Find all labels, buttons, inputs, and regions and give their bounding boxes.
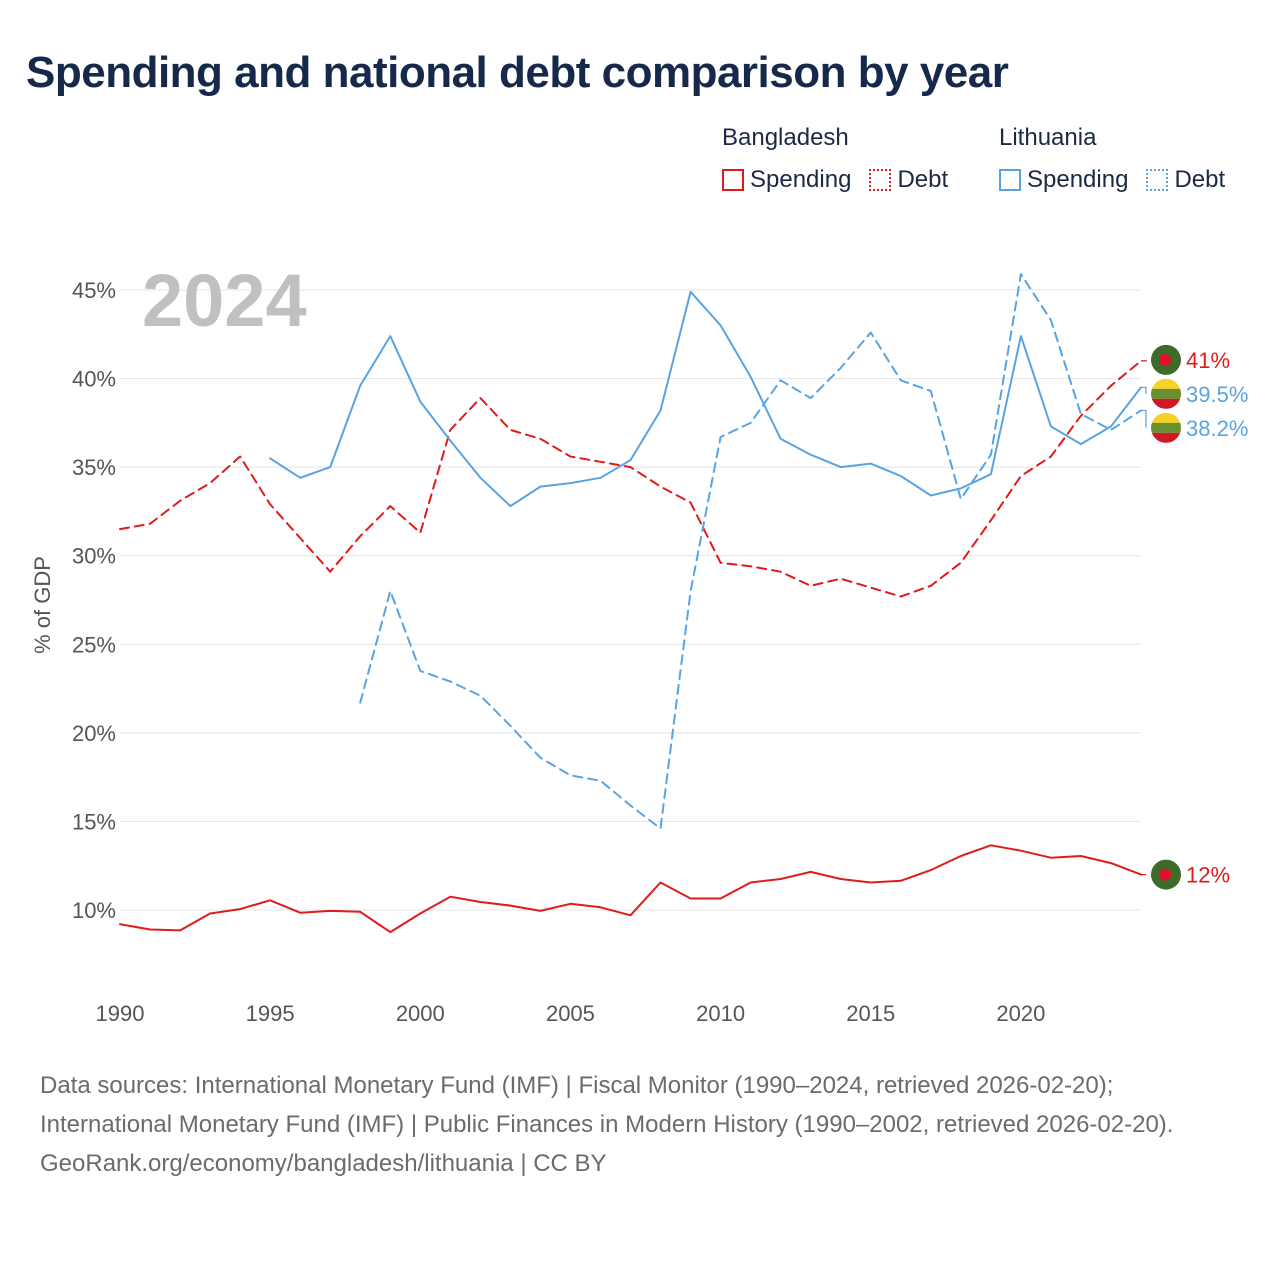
legend-country-bangladesh: Bangladesh xyxy=(722,124,849,151)
y-tick-label: 30% xyxy=(72,544,116,569)
series-line-lithuania-debt[interactable] xyxy=(359,273,1142,830)
end-value-label: 39.5% xyxy=(1186,382,1248,407)
series-layer xyxy=(119,273,1142,934)
x-tick-label: 2015 xyxy=(846,1001,895,1026)
axis-layer: 10% 15% 20% 25% 30% 35% 40% 45% 1990 1995 2000 2005… xyxy=(30,278,1045,1026)
end-value-label: 12% xyxy=(1186,863,1230,888)
legend-group-lithuania: Lithuania Spending Debt xyxy=(999,124,1243,194)
end-connector xyxy=(1141,359,1147,362)
y-axis-label: % of GDP xyxy=(30,556,55,654)
end-connector xyxy=(1141,386,1147,394)
x-tick-label: 1995 xyxy=(246,1001,295,1026)
series-line-bangladesh-spending[interactable] xyxy=(119,844,1142,934)
x-tick-label: 2000 xyxy=(396,1001,445,1026)
year-watermark: 2024 xyxy=(142,259,307,342)
end-label-layer: 12% 41% 39.5% 38.2% xyxy=(1141,344,1248,890)
legend-item-lithuania-spending[interactable]: Spending xyxy=(999,166,1128,194)
y-tick-label: 35% xyxy=(72,455,116,480)
x-tick-label: 2020 xyxy=(996,1001,1045,1026)
y-tick-label: 15% xyxy=(72,809,116,834)
legend-item-lithuania-debt[interactable]: Debt xyxy=(1146,166,1225,194)
credit-link[interactable]: GeoRank.org/economy/bangladesh/lithuania… xyxy=(40,1150,607,1177)
legend-swatch-solid xyxy=(999,169,1021,191)
lithuania-flag-icon xyxy=(1151,378,1181,409)
legend-label: Debt xyxy=(897,166,949,193)
x-tick-label: 2005 xyxy=(546,1001,595,1026)
legend-label: Spending xyxy=(750,166,852,193)
x-tick-label: 1990 xyxy=(96,1001,145,1026)
bangladesh-flag-icon xyxy=(1151,344,1181,375)
line-chart: 2024 10% 15% 20% 25% 30% 35% 40% 45% 1990 1995 200… xyxy=(30,259,1248,1026)
end-connector xyxy=(1141,409,1147,428)
y-tick-label: 40% xyxy=(72,367,116,392)
end-value-label: 38.2% xyxy=(1186,416,1248,441)
y-tick-label: 20% xyxy=(72,721,116,746)
x-tick-label: 2010 xyxy=(696,1001,745,1026)
grid-layer xyxy=(120,289,1141,911)
legend-country-lithuania: Lithuania xyxy=(999,124,1097,151)
y-tick-label: 10% xyxy=(72,898,116,923)
chart-title: Spending and national debt comparison by… xyxy=(26,48,1009,97)
legend-label: Spending xyxy=(1027,166,1129,193)
series-line-lithuania-spending[interactable] xyxy=(269,290,1142,508)
end-value-label: 41% xyxy=(1186,348,1230,373)
legend-label: Debt xyxy=(1174,166,1226,193)
bangladesh-flag-icon xyxy=(1151,859,1181,890)
legend-item-bangladesh-debt[interactable]: Debt xyxy=(869,166,948,194)
lithuania-flag-icon xyxy=(1151,412,1181,443)
legend-group-bangladesh: Bangladesh Spending Debt xyxy=(722,124,966,194)
legend-swatch-dotted xyxy=(1146,169,1169,191)
legend-item-bangladesh-spending[interactable]: Spending xyxy=(722,166,851,194)
data-sources-text: Data sources: International Monetary Fun… xyxy=(40,1072,1174,1138)
series-line-bangladesh-debt[interactable] xyxy=(119,359,1142,598)
y-tick-label: 45% xyxy=(72,278,116,303)
legend-swatch-dotted xyxy=(869,169,892,191)
y-tick-label: 25% xyxy=(72,632,116,657)
footer: Data sources: International Monetary Fun… xyxy=(40,1066,1240,1183)
legend-swatch-solid xyxy=(722,169,744,191)
